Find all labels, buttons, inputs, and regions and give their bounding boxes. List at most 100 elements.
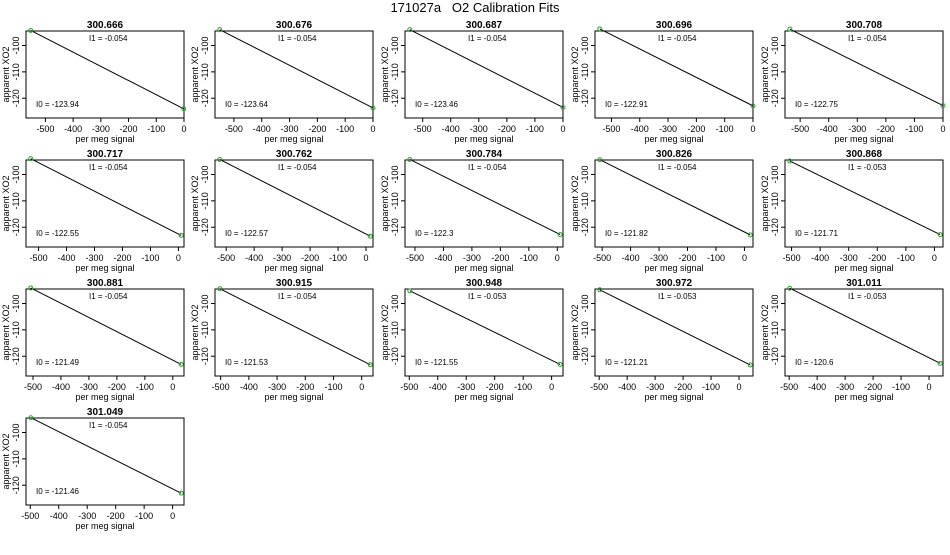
calibration-panel: 300.687 -500 -400 -300 -200 -100 0 -100 -110 -120… (380, 20, 566, 144)
y-tick-label: -100 (11, 165, 21, 183)
data-point (787, 158, 793, 164)
x-tick-label: -400 (253, 124, 271, 134)
x-tick-label: -100 (336, 124, 354, 134)
x-axis-label: per meg signal (75, 521, 134, 531)
data-point (557, 361, 563, 367)
x-tick-label: -400 (442, 124, 460, 134)
x-tick-label: -500 (21, 511, 39, 521)
y-axis-label: apparent XO2 (380, 46, 390, 102)
figure-title: 171027a O2 Calibration Fits (390, 0, 560, 15)
i1-annotation: I1 = -0.054 (658, 163, 697, 172)
x-tick-label: -200 (674, 382, 692, 392)
x-axis-label: per meg signal (75, 134, 134, 144)
x-tick-label: -100 (892, 382, 910, 392)
x-tick-label: -100 (905, 124, 923, 134)
data-point (407, 288, 413, 294)
panel-title: 300.948 (466, 278, 503, 289)
x-tick-label: -200 (864, 382, 882, 392)
i0-annotation: I0 = -121.55 (415, 358, 458, 367)
y-axis-label: apparent XO2 (570, 46, 580, 102)
fit-line (219, 288, 371, 366)
i1-annotation: I1 = -0.054 (89, 421, 128, 430)
y-tick-label: -120 (200, 218, 210, 236)
panel-title: 300.762 (276, 149, 313, 160)
y-tick-label: -120 (770, 218, 780, 236)
plot-frame (214, 288, 374, 377)
data-point (597, 26, 603, 32)
x-tick-label: -200 (308, 124, 326, 134)
x-tick-label: -100 (707, 253, 725, 263)
i0-annotation: I0 = -122.3 (415, 229, 454, 238)
x-tick-label: -100 (329, 253, 347, 263)
x-tick-label: 0 (927, 382, 932, 392)
panel-title: 300.666 (87, 20, 124, 31)
x-tick-label: -300 (268, 382, 286, 392)
x-tick-label: -100 (897, 253, 915, 263)
plot-frame (214, 30, 374, 119)
data-point (181, 106, 187, 112)
x-tick-label: -200 (877, 124, 895, 134)
x-tick-label: -500 (602, 124, 620, 134)
i0-annotation: I0 = -121.49 (36, 358, 79, 367)
panel-title: 300.676 (276, 20, 313, 31)
y-axis-label: apparent XO2 (1, 46, 11, 102)
x-tick-label: -500 (414, 124, 432, 134)
x-tick-label: -200 (296, 382, 314, 392)
y-tick-label: -100 (200, 36, 210, 54)
x-tick-label: -100 (135, 511, 153, 521)
i1-annotation: I1 = -0.054 (278, 163, 317, 172)
data-point (367, 362, 373, 368)
panel-title: 300.717 (87, 149, 124, 160)
x-tick-label: -300 (273, 253, 291, 263)
data-point (370, 105, 376, 111)
fit-line (409, 290, 561, 365)
calibration-panel: 300.826 -500 -400 -300 -200 -100 0 -100 -110 -120… (570, 149, 754, 273)
x-tick-label: -200 (108, 382, 126, 392)
i0-annotation: I0 = -121.71 (795, 229, 838, 238)
x-tick-label: -500 (225, 124, 243, 134)
y-tick-label: -100 (11, 423, 21, 441)
x-tick-label: -300 (80, 382, 98, 392)
x-tick-label: -500 (590, 382, 608, 392)
data-point (367, 233, 373, 239)
x-tick-label: -400 (64, 124, 82, 134)
fit-line (789, 28, 944, 107)
x-axis-label: per meg signal (644, 263, 703, 273)
data-point (28, 285, 34, 291)
i0-annotation: I0 = -122.75 (795, 100, 838, 109)
x-tick-label: -500 (593, 253, 611, 263)
y-tick-label: -120 (580, 347, 590, 365)
panel-title: 300.696 (656, 20, 693, 31)
i1-annotation: I1 = -0.054 (468, 163, 507, 172)
y-tick-label: -120 (580, 89, 590, 107)
y-tick-label: -110 (390, 192, 400, 209)
panel-title: 300.784 (466, 149, 503, 160)
y-axis-label: apparent XO2 (570, 304, 580, 360)
y-tick-label: -100 (200, 165, 210, 183)
x-axis-label: per meg signal (834, 263, 893, 273)
x-tick-label: -300 (457, 382, 475, 392)
x-tick-label: 0 (737, 382, 742, 392)
x-tick-label: 0 (181, 124, 186, 134)
fit-line (599, 289, 751, 366)
y-tick-label: -110 (200, 192, 210, 209)
i1-annotation: I1 = -0.053 (848, 292, 887, 301)
panel-title: 300.826 (656, 149, 693, 160)
data-point (560, 104, 566, 110)
x-tick-label: -300 (848, 124, 866, 134)
panel-title: 300.868 (846, 149, 883, 160)
x-tick-label: -200 (687, 124, 705, 134)
x-tick-label: -500 (36, 124, 54, 134)
x-tick-label: -200 (486, 382, 504, 392)
panel-title: 300.687 (466, 20, 503, 31)
x-tick-label: -400 (618, 382, 636, 392)
y-tick-label: -100 (200, 294, 210, 312)
x-tick-label: -100 (136, 382, 154, 392)
plot-frame (784, 30, 944, 119)
y-tick-label: -110 (11, 192, 21, 209)
x-tick-label: 0 (750, 124, 755, 134)
data-point (178, 361, 184, 367)
i0-annotation: I0 = -122.91 (605, 100, 648, 109)
y-tick-label: -110 (580, 63, 590, 80)
calibration-panel: 300.881 -500 -400 -300 -200 -100 0 -100 -110 -120… (1, 278, 185, 402)
